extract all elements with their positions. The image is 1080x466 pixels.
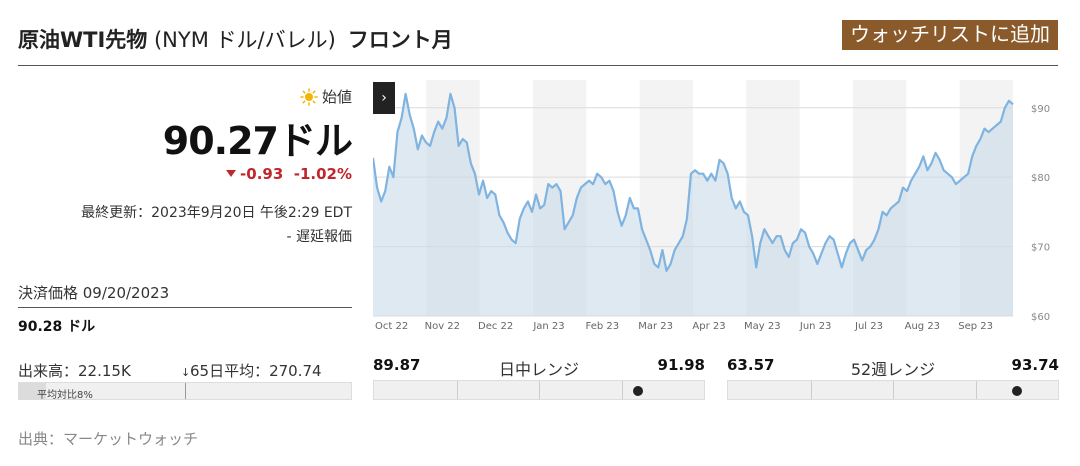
change-percent: -1.02%	[293, 165, 352, 183]
range-segment	[456, 381, 458, 399]
price-line	[373, 92, 1014, 272]
range-segment	[621, 381, 623, 399]
price-chart: $60 $70 $80 $90 Oct 22 Nov 22 Dec 22 Jan 23 Feb …	[373, 80, 1053, 336]
x-tick-label: Aug 23	[905, 321, 940, 332]
x-tick-label: Oct 22	[375, 321, 408, 332]
contract-month: フロント月	[347, 28, 453, 52]
day-range-high: 91.98	[657, 356, 705, 374]
day-range-title: 日中レンジ	[498, 360, 579, 379]
x-tick-label: Jun 23	[799, 321, 832, 332]
change-value: -0.93	[240, 165, 284, 183]
settlement-value: 90.28 ドル	[18, 319, 96, 335]
week52-range-title: 52週レンジ	[850, 360, 936, 379]
instrument-unit: (NYM ドル/バレル)	[147, 28, 336, 52]
volume-bar-fill	[19, 383, 46, 399]
y-tick-label: $90	[1031, 104, 1050, 115]
week52-range-high: 93.74	[1011, 356, 1059, 374]
range-segment	[893, 381, 894, 399]
y-tick-label: $70	[1031, 243, 1050, 254]
week52-range-marker	[1011, 386, 1022, 396]
arrow-down-icon: ↓	[181, 366, 191, 379]
day-range-marker	[633, 386, 643, 396]
instrument-name: 原油WTI先物	[18, 28, 148, 52]
settlement-label: 決済価格 09/20/2023	[18, 284, 170, 302]
x-tick-label: Jul 23	[854, 321, 883, 332]
last-price: 90.27ドル	[162, 119, 353, 163]
x-tick-label: Dec 22	[478, 321, 513, 332]
volume-bar: 平均対比8%	[18, 382, 352, 401]
x-tick-label: Jan 23	[532, 321, 564, 332]
divider	[18, 307, 352, 308]
x-tick-label: Apr 23	[692, 321, 725, 332]
day-range-bar	[373, 380, 705, 400]
source-credit: 出典：マーケットウォッチ	[18, 430, 199, 448]
volume-percent-label: 平均対比8%	[37, 390, 93, 401]
delayed-note: - 遅延報価	[286, 229, 352, 245]
week52-range-bar	[727, 380, 1059, 400]
x-tick-label: Nov 22	[425, 321, 460, 332]
price-change: -0.93 -1.02%	[226, 165, 352, 183]
week52-range: 63.57 52週レンジ 93.74	[727, 356, 1059, 406]
chart-next-button[interactable]: ›	[373, 82, 395, 114]
add-to-watchlist-button[interactable]: ウォッチリストに追加	[842, 20, 1058, 50]
day-range-low: 89.87	[373, 356, 421, 374]
price-chart-svg: $60 $70 $80 $90 Oct 22 Nov 22 Dec 22 Jan 23 Feb …	[373, 80, 1050, 332]
y-tick-label: $80	[1031, 173, 1050, 184]
last-updated: 最終更新：2023年9月20日 午後2:29 EDT	[81, 205, 352, 221]
x-tick-label: Feb 23	[586, 321, 620, 332]
average-volume-label: 65日平均：270.74	[190, 362, 322, 380]
sun-icon	[300, 87, 318, 106]
price-area	[373, 93, 1013, 316]
open-indicator: 始値	[300, 86, 352, 107]
day-range: 89.87 日中レンジ 91.98	[373, 356, 705, 406]
range-segment	[975, 381, 977, 399]
x-tick-label: Mar 23	[638, 321, 673, 332]
week52-range-low: 63.57	[727, 356, 775, 374]
range-segment	[539, 381, 540, 399]
down-triangle-icon	[226, 170, 237, 177]
page-title: 原油WTI先物 (NYM ドル/バレル) フロント月	[18, 24, 453, 54]
range-segment	[810, 381, 812, 399]
page-header: 原油WTI先物 (NYM ドル/バレル) フロント月 ウォッチリストに追加	[18, 18, 1058, 66]
volume-label: 出来高：22.15K	[18, 362, 131, 380]
x-tick-label: Sep 23	[958, 321, 993, 332]
x-tick-label: May 23	[744, 321, 781, 332]
volume-average-marker	[185, 383, 186, 399]
y-tick-label: $60	[1031, 312, 1050, 323]
open-label: 始値	[321, 88, 352, 106]
